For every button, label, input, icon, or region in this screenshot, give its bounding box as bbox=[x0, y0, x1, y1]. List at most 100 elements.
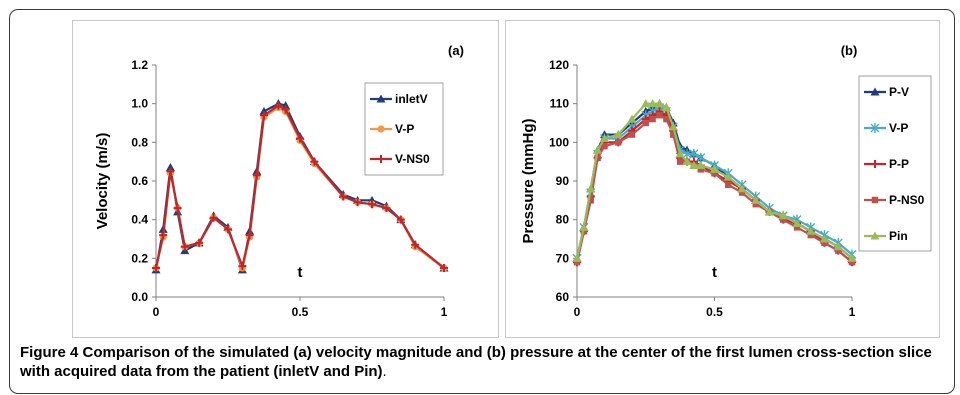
chart0-series-v-ns0-point bbox=[245, 231, 254, 240]
chart0-series-v-ns0-point bbox=[173, 204, 182, 213]
chart1-legend-label: P-NS0 bbox=[889, 193, 925, 207]
chart1-series-p-ns0-point bbox=[780, 216, 787, 223]
chart0-legend-entry: inletV bbox=[370, 92, 428, 106]
chart1-series-pin-point bbox=[641, 99, 651, 108]
chart1-series-pin-point bbox=[682, 157, 692, 166]
chart1-series-pin-point bbox=[696, 161, 706, 170]
chart1-series-p-ns0-point bbox=[738, 189, 746, 196]
chart1-series-p-ns0-point bbox=[573, 259, 581, 266]
chart0-legend-marker bbox=[376, 94, 386, 103]
chart0-legend-marker bbox=[377, 155, 385, 163]
chart1-series-pin-point bbox=[668, 122, 678, 131]
chart1-series-p-ns0-point bbox=[587, 197, 594, 204]
chart1-series-pin-point bbox=[820, 234, 829, 243]
chart1-legend-marker bbox=[871, 160, 879, 168]
chart1-legend-entry: Pin bbox=[864, 229, 908, 243]
chart1-series-p-ns0-point bbox=[676, 158, 684, 165]
chart1-series-pin-point bbox=[586, 184, 596, 193]
pressure-chart: 60 70 80 90 100 110 120 0 0.5 1 Pressure (mmHg) t (b… bbox=[520, 43, 932, 319]
chart0-series-v-ns0-point bbox=[382, 204, 391, 213]
chart0-y-tick-label: 0.8 bbox=[131, 135, 148, 149]
chart1-series-pin-point bbox=[627, 114, 637, 123]
chart0-series-v-ns0-point bbox=[224, 225, 232, 234]
chart1-series-pin-point bbox=[655, 99, 664, 108]
chart0-legend-label: inletV bbox=[395, 92, 428, 106]
chart0-series-v-ns0-point bbox=[260, 111, 268, 120]
chart0-legend-entry: V-NS0 bbox=[370, 152, 430, 166]
chart0-series-v-ns0-point bbox=[296, 134, 304, 143]
chart0-series-v-ns0-point bbox=[209, 213, 218, 222]
chart0-series-v-ns0-point bbox=[396, 215, 405, 224]
figure-frame bbox=[9, 9, 955, 394]
chart0-series-v-ns0-point bbox=[238, 262, 247, 271]
chart1-series-p-ns0-point bbox=[601, 143, 608, 150]
chart1-series-v-p-point bbox=[689, 148, 699, 159]
chart1-legend-entry: V-P bbox=[864, 121, 908, 135]
chart1-legend-entry: P-NS0 bbox=[864, 193, 925, 207]
chart1-series-pin-point bbox=[723, 172, 733, 181]
chart1-series-pin-point bbox=[593, 145, 603, 154]
chart0-legend-label: V-P bbox=[395, 122, 414, 136]
chart1-series-p-ns0-point bbox=[807, 231, 814, 239]
chart1-series-p-ns0-point bbox=[835, 247, 842, 254]
chart0-legend-marker bbox=[377, 125, 385, 133]
chart0-series-v-ns0-point bbox=[411, 240, 420, 249]
chart1-x-axis-title: t bbox=[712, 264, 717, 281]
chart0-y-axis-title: Velocity (m/s) bbox=[94, 133, 111, 230]
chart1-series-p-ns0-point bbox=[642, 119, 649, 127]
chart0-series-v-ns0-point bbox=[368, 200, 376, 209]
chart1-series-p-ns0-point bbox=[594, 154, 601, 161]
chart1-series-p-ns0-point bbox=[711, 170, 718, 177]
chart0-x-axis-title: t bbox=[298, 264, 303, 281]
chart0-series-v-ns0-point bbox=[159, 231, 168, 240]
chart0-x-tick-label: 0 bbox=[153, 305, 160, 319]
chart1-y-tick-label: 100 bbox=[549, 135, 569, 149]
chart1-y-tick-label: 120 bbox=[549, 58, 569, 72]
chart1-series-p-ns0-point bbox=[656, 112, 663, 119]
chart1-y-tick-label: 60 bbox=[556, 290, 570, 304]
caption-text: Comparison of the simulated (a) velocity… bbox=[20, 344, 932, 380]
chart1-panel-label: (b) bbox=[841, 43, 858, 58]
chart1-series-p-ns0-point bbox=[697, 166, 704, 173]
chart1-x-tick-label: 1 bbox=[849, 305, 856, 319]
chart1-legend-marker bbox=[871, 196, 879, 204]
chart0-legend-label: V-NS0 bbox=[395, 152, 430, 166]
chart1-series-p-ns0-point bbox=[670, 131, 677, 138]
chart1-series-pin-point bbox=[751, 195, 761, 204]
chart1-series-v-p bbox=[572, 102, 857, 264]
chart0-series-v-ns0-point bbox=[339, 192, 348, 201]
chart1-series-pin-point bbox=[675, 149, 685, 158]
chart1-x-tick-label: 0 bbox=[574, 305, 581, 319]
chart1-series-pin-point bbox=[572, 253, 582, 262]
chart1-legend-label: P-P bbox=[889, 157, 909, 171]
chart0-y-tick-label: 1.0 bbox=[131, 97, 148, 111]
chart1-legend: P-V V-P P-P P-NS0 Pin bbox=[858, 75, 932, 252]
chart0-series-v-ns0 bbox=[152, 101, 448, 272]
chart1-series-p-ns0-point bbox=[752, 201, 759, 208]
chart0-y-tick-label: 0.0 bbox=[131, 290, 148, 304]
chart0-series-v-ns0-point bbox=[166, 167, 175, 176]
chart0-legend: inletV V-P V-NS0 bbox=[364, 82, 444, 176]
velocity-chart: 0.0 0.2 0.4 0.6 0.8 1.0 1.2 0 0.5 1 Velocity (m/s)… bbox=[94, 43, 464, 319]
chart1-y-tick-label: 110 bbox=[550, 97, 570, 111]
chart1-y-axis-title: Pressure (mmHg) bbox=[520, 118, 537, 243]
chart1-series-pin bbox=[572, 99, 857, 262]
chart0-y-tick-label: 0.6 bbox=[131, 174, 148, 188]
chart1-series-p-ns0-point bbox=[793, 224, 801, 231]
chart1-series-pin-point bbox=[792, 219, 802, 228]
chart1-series-pin-point bbox=[613, 130, 623, 139]
chart1-y-tick-label: 70 bbox=[556, 251, 570, 265]
chart1-series-p-ns0-point bbox=[663, 115, 670, 123]
chart0-series-v-ns0-point bbox=[252, 171, 261, 180]
figure-label: Figure 4 bbox=[20, 344, 79, 361]
chart1-series-pin-point bbox=[579, 222, 589, 231]
caption-end: . bbox=[382, 363, 387, 380]
chart1-series-p-ns0-point bbox=[725, 181, 732, 189]
chart1-legend-label: P-V bbox=[889, 85, 909, 99]
chart0-y-tick-label: 0.4 bbox=[131, 213, 148, 227]
chart1-series-pin-point bbox=[689, 161, 699, 170]
chart1-series-p-ns0-point bbox=[628, 131, 636, 138]
chart1-series-pin-point bbox=[710, 164, 719, 173]
chart1-legend-entry: P-V bbox=[864, 85, 909, 99]
chart0-x-tick-label: 1 bbox=[441, 305, 448, 319]
